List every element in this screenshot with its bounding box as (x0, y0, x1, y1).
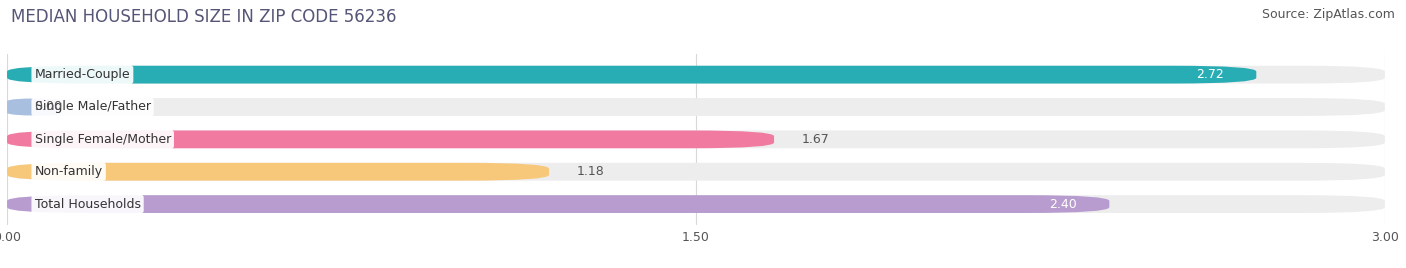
Text: Single Male/Father: Single Male/Father (35, 100, 150, 113)
FancyBboxPatch shape (7, 131, 775, 148)
Text: 1.67: 1.67 (801, 133, 830, 146)
FancyBboxPatch shape (7, 131, 1385, 148)
FancyBboxPatch shape (7, 66, 1257, 84)
Text: 0.00: 0.00 (35, 100, 63, 113)
Text: Source: ZipAtlas.com: Source: ZipAtlas.com (1261, 8, 1395, 21)
Text: Total Households: Total Households (35, 198, 141, 211)
Text: 1.18: 1.18 (576, 165, 605, 178)
FancyBboxPatch shape (7, 163, 548, 181)
FancyBboxPatch shape (7, 163, 1385, 181)
FancyBboxPatch shape (7, 195, 1385, 213)
Text: Married-Couple: Married-Couple (35, 68, 131, 81)
Text: Single Female/Mother: Single Female/Mother (35, 133, 172, 146)
FancyBboxPatch shape (7, 195, 1109, 213)
Text: 2.72: 2.72 (1197, 68, 1225, 81)
FancyBboxPatch shape (7, 98, 1385, 116)
Text: 2.40: 2.40 (1049, 198, 1077, 211)
FancyBboxPatch shape (7, 66, 1385, 84)
Text: Non-family: Non-family (35, 165, 103, 178)
FancyBboxPatch shape (7, 98, 62, 116)
Text: MEDIAN HOUSEHOLD SIZE IN ZIP CODE 56236: MEDIAN HOUSEHOLD SIZE IN ZIP CODE 56236 (11, 8, 396, 26)
